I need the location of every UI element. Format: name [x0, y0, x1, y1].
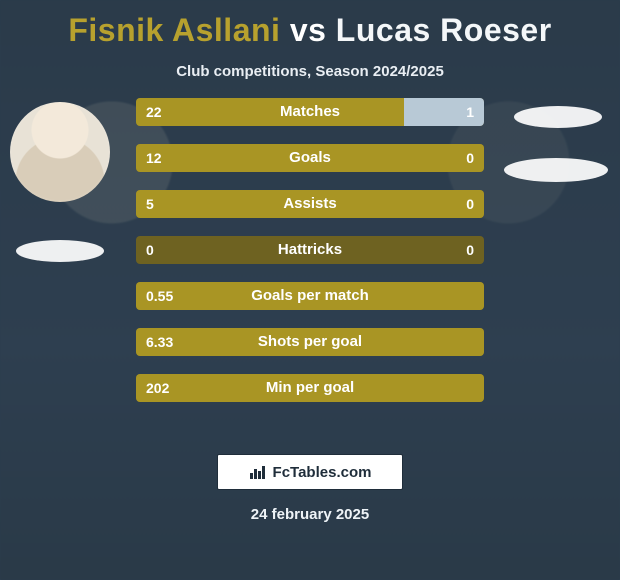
comparison-stage: 221Matches120Goals50Assists00Hattricks0.…: [0, 102, 620, 432]
page-title: Fisnik Asllani vs Lucas Roeser: [0, 6, 620, 49]
stat-label: Goals: [136, 144, 484, 172]
stat-row: 0.55Goals per match: [136, 282, 484, 310]
stat-row: 6.33Shots per goal: [136, 328, 484, 356]
player2-shadow-1: [514, 106, 602, 128]
title-vs: vs: [290, 12, 327, 48]
stat-row: 202Min per goal: [136, 374, 484, 402]
brand-text: FcTables.com: [273, 464, 372, 481]
date-text: 24 february 2025: [0, 506, 620, 523]
title-player2: Lucas Roeser: [336, 12, 552, 48]
stat-label: Assists: [136, 190, 484, 218]
player1-base-shadow: [16, 240, 104, 262]
brand-card: FcTables.com: [217, 454, 403, 490]
stat-row: 120Goals: [136, 144, 484, 172]
stat-label: Min per goal: [136, 374, 484, 402]
comparison-bars: 221Matches 120Goals 50Assists 00Hattricks 0.…: [136, 98, 484, 402]
subtitle: Club competitions, Season 2024/2025: [0, 63, 620, 80]
stat-label: Shots per goal: [136, 328, 484, 356]
stat-row: 00Hattricks: [136, 236, 484, 264]
stat-row: 50Assists: [136, 190, 484, 218]
player1-avatar: [10, 102, 110, 202]
stat-label: Goals per match: [136, 282, 484, 310]
player2-shadow-2: [504, 158, 608, 182]
stat-row: 221Matches: [136, 98, 484, 126]
stat-label: Hattricks: [136, 236, 484, 264]
title-player1: Fisnik Asllani: [68, 12, 280, 48]
stat-label: Matches: [136, 98, 484, 126]
brand-bars-icon: [249, 464, 267, 480]
